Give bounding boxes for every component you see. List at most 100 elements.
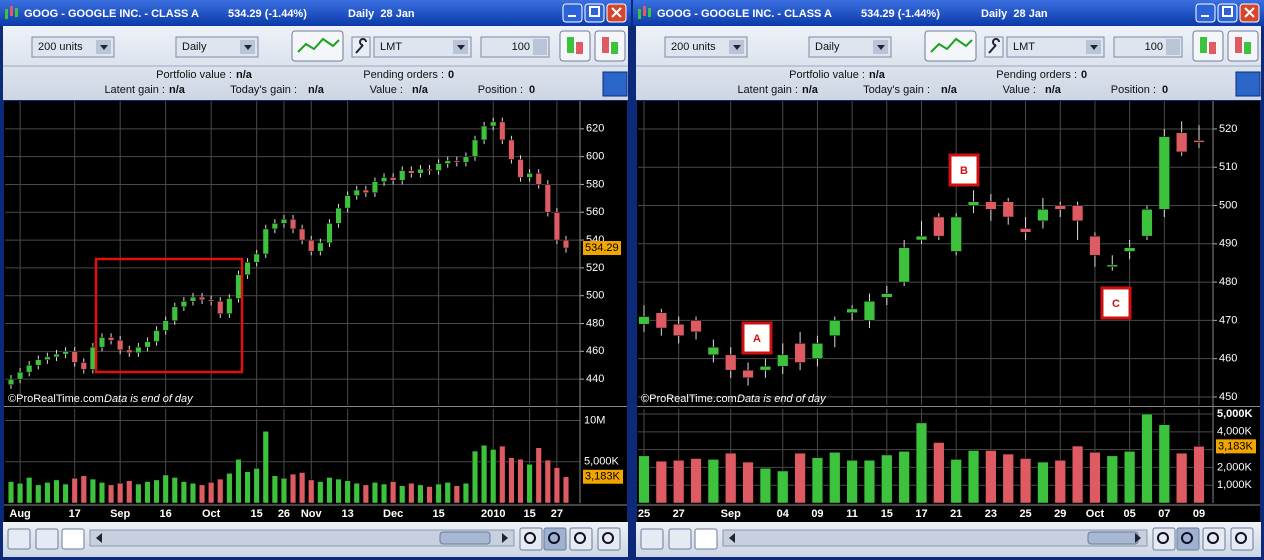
candle-body <box>62 351 69 355</box>
quantity-text: 100 <box>512 41 530 53</box>
draw-tool-button[interactable] <box>1152 527 1176 551</box>
info-pending_label: Pending orders : <box>363 69 444 81</box>
zoom-in-button[interactable] <box>597 527 621 551</box>
x-tick-label: 23 <box>985 508 997 520</box>
candle-body <box>417 168 424 174</box>
last-price-tag <box>583 241 621 256</box>
volume-bar <box>1193 446 1205 504</box>
mail-button[interactable] <box>7 528 31 550</box>
candle-body <box>1019 228 1032 233</box>
info-position: 0 <box>1162 84 1168 96</box>
order-button[interactable] <box>594 30 626 62</box>
scrollbar-track[interactable] <box>722 529 1148 547</box>
order-icon <box>602 37 609 53</box>
scrollbar-thumb[interactable] <box>439 531 491 545</box>
volume-bar <box>180 481 187 504</box>
candle-body <box>353 189 360 196</box>
scroll-left <box>96 533 102 543</box>
add-indicator-button[interactable] <box>1235 71 1261 97</box>
volume-bar <box>44 482 51 504</box>
quantity-box[interactable] <box>480 36 550 58</box>
candle-body <box>280 218 288 224</box>
order-button[interactable] <box>559 30 591 62</box>
close-glyph <box>611 7 622 18</box>
quantity-box[interactable] <box>1113 36 1183 58</box>
x-tick-label: Sep <box>110 508 130 520</box>
volume-bar <box>950 459 962 504</box>
add-indicator-button[interactable] <box>602 71 628 97</box>
order-dropdown-arrow-glyph <box>1090 45 1098 50</box>
order-button[interactable] <box>1227 30 1259 62</box>
zoom-in-button[interactable] <box>1230 527 1254 551</box>
print-button[interactable] <box>35 528 59 550</box>
candle-body <box>198 296 206 301</box>
mail-button[interactable] <box>640 528 664 550</box>
order-dropdown[interactable] <box>1006 36 1105 58</box>
zoom-select-button[interactable] <box>1176 527 1200 551</box>
scrollbar-track[interactable] <box>89 529 515 547</box>
info-position_label: Position : <box>478 84 523 96</box>
volume-bar <box>462 482 469 504</box>
zoom-out-button[interactable] <box>1202 527 1226 551</box>
candle-body <box>35 359 42 366</box>
wrench-icon <box>988 38 1000 54</box>
highlight-box <box>94 257 244 374</box>
order-dropdown[interactable] <box>373 36 472 58</box>
volume-bar <box>380 483 388 504</box>
volume-bar <box>1123 451 1136 504</box>
info-latent: n/a <box>169 84 186 96</box>
minimize-button[interactable] <box>562 3 583 23</box>
period-dropdown[interactable] <box>808 36 892 58</box>
print-button[interactable] <box>668 528 692 550</box>
last-volume-tag <box>583 469 623 484</box>
candle-body <box>1176 132 1188 153</box>
y-tick-label: 580 <box>586 178 604 190</box>
volume-bar <box>126 480 133 504</box>
info-today_label: Today's gain : <box>863 84 930 96</box>
order-button[interactable] <box>1192 30 1224 62</box>
window-price: 534.29 (-1.44%) <box>861 8 940 20</box>
candle-body <box>1123 247 1136 252</box>
units-dropdown[interactable] <box>31 36 115 58</box>
volume-bar <box>189 482 197 504</box>
x-tick-label: 05 <box>1124 508 1136 520</box>
units-dropdown[interactable] <box>664 36 748 58</box>
scrollbar-thumb[interactable] <box>1087 531 1139 545</box>
zoom-select-button[interactable] <box>543 527 567 551</box>
candle-body <box>967 201 980 206</box>
x-tick-label: 21 <box>950 508 962 520</box>
zoom-out-button[interactable] <box>569 527 593 551</box>
volume-bar <box>98 482 106 504</box>
period-dropdown[interactable] <box>175 36 259 58</box>
minimize-button[interactable] <box>1195 3 1216 23</box>
link-button[interactable] <box>694 528 718 550</box>
link-button[interactable] <box>61 528 85 550</box>
x-tick-label: 25 <box>638 508 650 520</box>
candle-body <box>235 274 242 299</box>
candle-body <box>1071 205 1084 222</box>
volume-bar <box>80 475 87 504</box>
volume-tick-label: 5,000K <box>584 456 620 468</box>
minimize-glyph <box>568 15 576 17</box>
volume-bar <box>326 477 333 504</box>
volume-bar <box>742 461 754 504</box>
candle-body <box>226 298 233 315</box>
volume-bar <box>226 473 233 504</box>
title-bar <box>633 0 1264 26</box>
candle-body <box>915 235 928 241</box>
candle-body <box>153 330 160 342</box>
volume-bar <box>1037 461 1049 504</box>
zoom-in-icon <box>602 532 614 544</box>
volume-bar <box>117 482 124 504</box>
candle-body <box>53 353 60 358</box>
y-tick-label: 500 <box>586 290 604 302</box>
order-dropdown-text: LMT <box>1013 41 1035 53</box>
period-dropdown-text: Daily <box>182 41 207 53</box>
draw-tool-button[interactable] <box>519 527 543 551</box>
candle-body <box>444 160 451 164</box>
candle-body <box>162 320 169 331</box>
x-tick-label: 17 <box>69 508 81 520</box>
candle-body <box>863 300 876 321</box>
candle-body <box>326 223 333 244</box>
x-tick-label: 27 <box>673 508 685 520</box>
